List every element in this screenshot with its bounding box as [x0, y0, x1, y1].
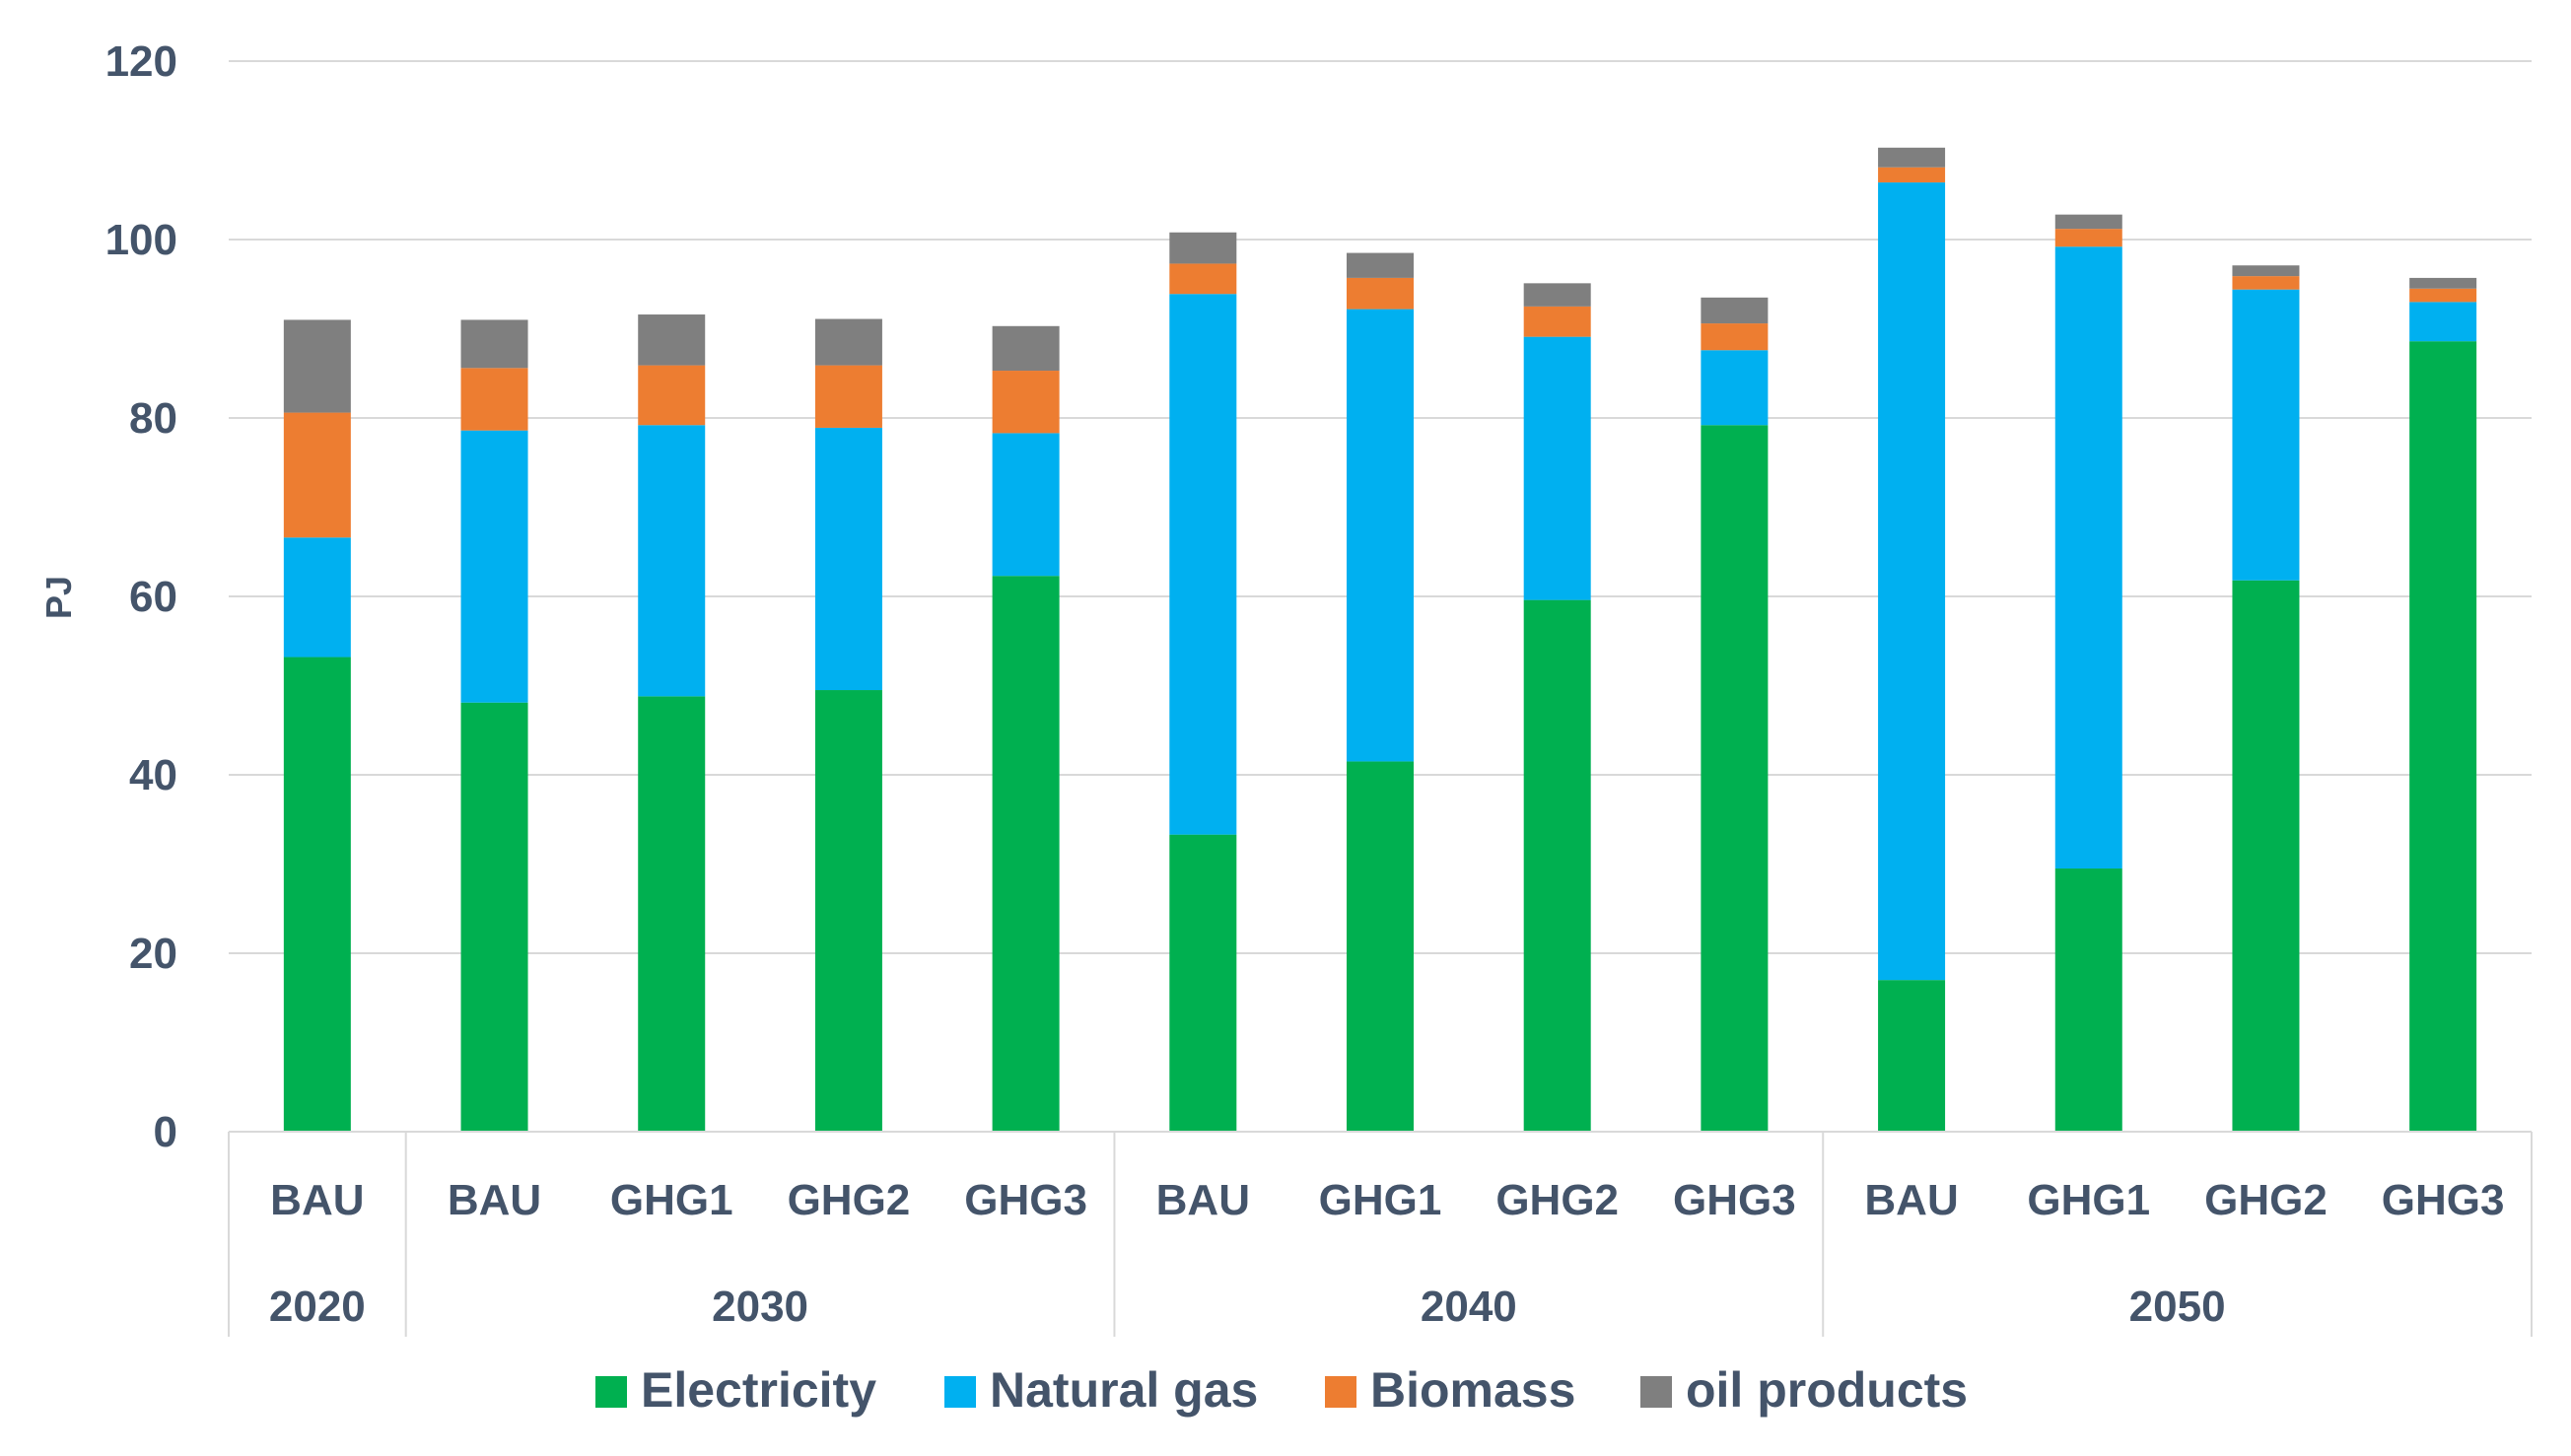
bar-segment: [283, 319, 351, 413]
bar-segment: [814, 365, 882, 428]
bar-segment: [638, 365, 706, 426]
bar-segment: [814, 690, 882, 1132]
bar-segment: [1523, 336, 1591, 600]
bar-segment: [2232, 580, 2300, 1132]
bar-segment: [460, 702, 528, 1132]
y-axis-label: PJ: [38, 576, 79, 619]
legend-label: Natural gas: [990, 1362, 1258, 1418]
legend-swatch: [595, 1376, 627, 1408]
bar-segment: [1701, 323, 1769, 351]
bar-segment: [2409, 302, 2477, 342]
bar-segment: [992, 576, 1060, 1132]
bar-segment: [460, 319, 528, 369]
x-category-label: GHG3: [1673, 1176, 1796, 1224]
y-tick-label: 120: [105, 37, 177, 86]
bar-segment: [460, 368, 528, 431]
x-category-label: BAU: [1156, 1176, 1250, 1224]
legend-label: Biomass: [1370, 1362, 1575, 1418]
bar-segment: [1878, 182, 1946, 981]
legend-swatch: [1640, 1376, 1672, 1408]
bar-segment: [1347, 252, 1414, 278]
x-group-label: 2020: [269, 1283, 366, 1331]
bar-segment: [283, 657, 351, 1132]
bar-segment: [814, 318, 882, 366]
x-category-label: GHG1: [1319, 1176, 1442, 1224]
bar-segment: [1347, 309, 1414, 762]
bar-segment: [460, 430, 528, 703]
y-tick-label: 20: [129, 930, 177, 978]
bar-segment: [2409, 277, 2477, 289]
bar-segment: [1169, 294, 1237, 835]
x-category-label: GHG2: [1495, 1176, 1619, 1224]
bar-segment: [2054, 868, 2122, 1132]
y-tick-label: 0: [154, 1108, 177, 1156]
bar-segment: [2054, 229, 2122, 247]
bar-segment: [992, 371, 1060, 434]
bar-segment: [283, 412, 351, 538]
legend-swatch: [1325, 1376, 1356, 1408]
bar-segment: [2054, 214, 2122, 230]
bar-segment: [1169, 263, 1237, 295]
x-category-label: GHG2: [2204, 1176, 2328, 1224]
x-group-label: 2050: [2129, 1283, 2226, 1331]
bar-segment: [2232, 265, 2300, 277]
legend-label: Electricity: [641, 1362, 876, 1418]
bar-segment: [1523, 283, 1591, 307]
x-category-label: GHG3: [2382, 1176, 2505, 1224]
x-group-label: 2040: [1421, 1283, 1517, 1331]
x-category-label: GHG3: [964, 1176, 1087, 1224]
bar-segment: [1878, 147, 1946, 168]
x-category-label: BAU: [270, 1176, 364, 1224]
x-category-label: GHG1: [610, 1176, 733, 1224]
y-tick-label: 80: [129, 394, 177, 443]
legend-swatch: [944, 1376, 976, 1408]
x-category-label: BAU: [1864, 1176, 1958, 1224]
x-group-label: 2030: [712, 1283, 808, 1331]
bar-segment: [638, 696, 706, 1132]
bar-segment: [2409, 341, 2477, 1132]
bar-segment: [1701, 425, 1769, 1132]
y-tick-label: 100: [105, 216, 177, 264]
bar-segment: [1701, 350, 1769, 426]
bar-segment: [1169, 232, 1237, 264]
legend-label: oil products: [1686, 1362, 1968, 1418]
bar-segment: [992, 325, 1060, 372]
bar-segment: [2232, 289, 2300, 581]
x-category-label: GHG1: [2027, 1176, 2150, 1224]
bar-segment: [1701, 297, 1769, 324]
bar-segment: [638, 425, 706, 697]
bar-segment: [992, 433, 1060, 577]
bar-segment: [638, 314, 706, 366]
bar-segment: [1523, 599, 1591, 1132]
x-category-label: BAU: [448, 1176, 541, 1224]
bar-segment: [2054, 246, 2122, 869]
bar-segment: [1169, 834, 1237, 1132]
bar-segment: [1878, 980, 1946, 1132]
bar-segment: [1347, 277, 1414, 310]
y-tick-label: 60: [129, 573, 177, 621]
y-tick-label: 40: [129, 751, 177, 799]
bar-segment: [2232, 276, 2300, 290]
bar-segment: [1523, 306, 1591, 337]
bar-segment: [814, 427, 882, 691]
x-category-label: GHG2: [788, 1176, 911, 1224]
bar-segment: [283, 537, 351, 658]
bar-segment: [1347, 761, 1414, 1132]
bar-segment: [2409, 288, 2477, 303]
bar-segment: [1878, 167, 1946, 183]
